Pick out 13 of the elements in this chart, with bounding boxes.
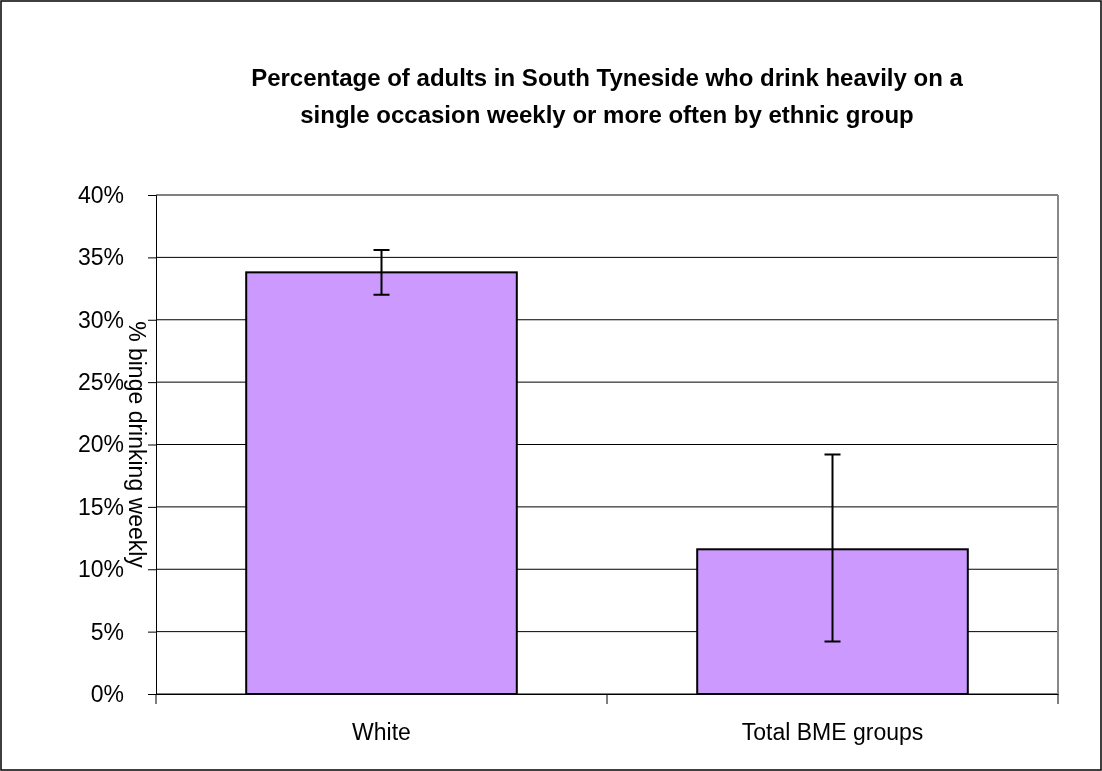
y-tick-label: 0% <box>90 680 124 707</box>
y-tick-label: 25% <box>77 368 124 395</box>
x-tick-label: Total BME groups <box>741 719 924 746</box>
y-tick-label: 30% <box>77 306 124 333</box>
y-tick-label: 15% <box>77 493 124 520</box>
y-tick-label: 35% <box>77 244 124 271</box>
y-tick-label: 5% <box>90 618 124 645</box>
y-tick-label: 20% <box>77 431 124 458</box>
y-tick-label: 10% <box>77 556 124 583</box>
chart-title: Percentage of adults in South Tyneside who drink heavily on a single occasion weekly or more often by ethnic group <box>251 64 964 128</box>
x-tick-label: White <box>352 719 411 746</box>
y-axis-title: % binge drinking weekly <box>124 321 150 569</box>
y-tick-label: 40% <box>77 181 124 208</box>
